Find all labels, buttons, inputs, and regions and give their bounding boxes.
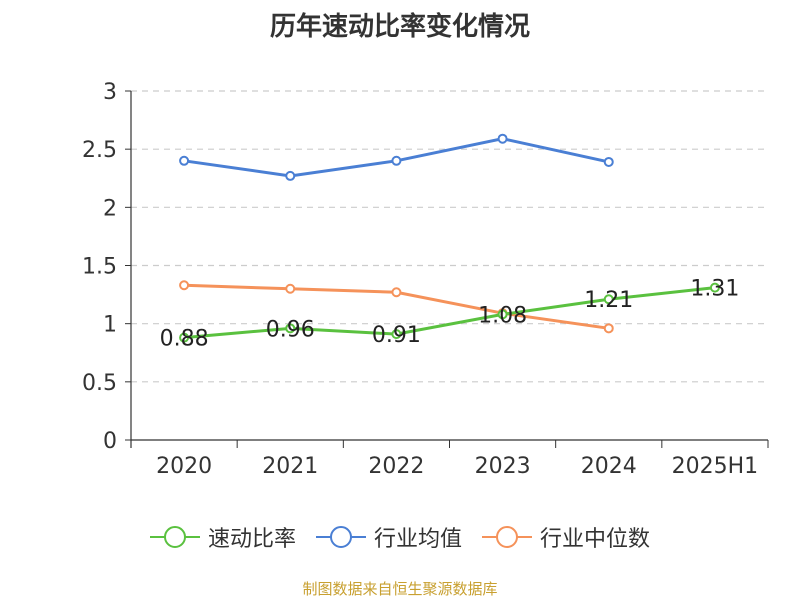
series-point [391,329,402,340]
axes: 0 0.5 1 1.5 2 2.5 3 2020 2021 2022 2023 2024 2025H1 [82,80,769,479]
x-tick-label: 2021 [262,454,318,479]
legend-swatch-icon [482,526,532,548]
series-point [285,283,296,294]
series-point [603,323,614,334]
series-layer [179,133,720,343]
x-tick-label: 2022 [368,454,424,479]
series-point [285,170,296,181]
legend-item[interactable]: 行业中位数 [482,521,650,553]
data-label: 1.21 [584,288,633,313]
legend: 速动比率 行业均值 行业中位数 [0,520,800,554]
legend-item[interactable]: 速动比率 [149,521,296,553]
y-tick-label: 1 [103,313,117,338]
x-tick-label: 2020 [156,454,212,479]
legend-label: 行业均值 [373,527,462,552]
data-label: 0.91 [372,323,421,348]
legend-swatch-icon [149,526,200,548]
series-point [179,332,190,343]
y-tick-label: 2 [103,196,117,221]
data-label: 0.88 [160,327,209,352]
series-point [497,133,508,144]
x-tick-label: 2025H1 [672,454,759,479]
y-tick-label: 1.5 [82,255,117,280]
series-point [709,282,720,293]
x-tick-label: 2023 [475,454,531,479]
y-tick-label: 3 [103,80,117,105]
series-point [391,287,402,298]
series-point [603,294,614,305]
series-point [285,323,296,334]
legend-label: 速动比率 [207,527,296,552]
legend-item[interactable]: 行业均值 [315,521,462,553]
y-tick-label: 2.5 [82,138,117,163]
series-point [179,280,190,291]
chart-title: 历年速动比率变化情况 [269,12,530,42]
data-labels: 0.88 0.96 0.91 1.08 1.21 1.31 [160,277,740,352]
series-point [497,309,508,320]
source-note: 制图数据来自恒生聚源数据库 [302,580,498,598]
y-tick-label: 0.5 [82,371,117,396]
legend-swatch-icon [315,526,366,548]
series-line [183,286,716,340]
data-label: 1.08 [478,303,527,328]
series-point [179,155,190,166]
x-tick-label: 2024 [581,454,637,479]
series-point [391,155,402,166]
legend-label: 行业中位数 [540,527,651,552]
series-point [603,156,614,167]
grid-lines [131,90,768,383]
data-label: 0.96 [266,317,315,342]
data-label: 1.31 [690,277,739,302]
y-tick-label: 0 [103,429,117,454]
